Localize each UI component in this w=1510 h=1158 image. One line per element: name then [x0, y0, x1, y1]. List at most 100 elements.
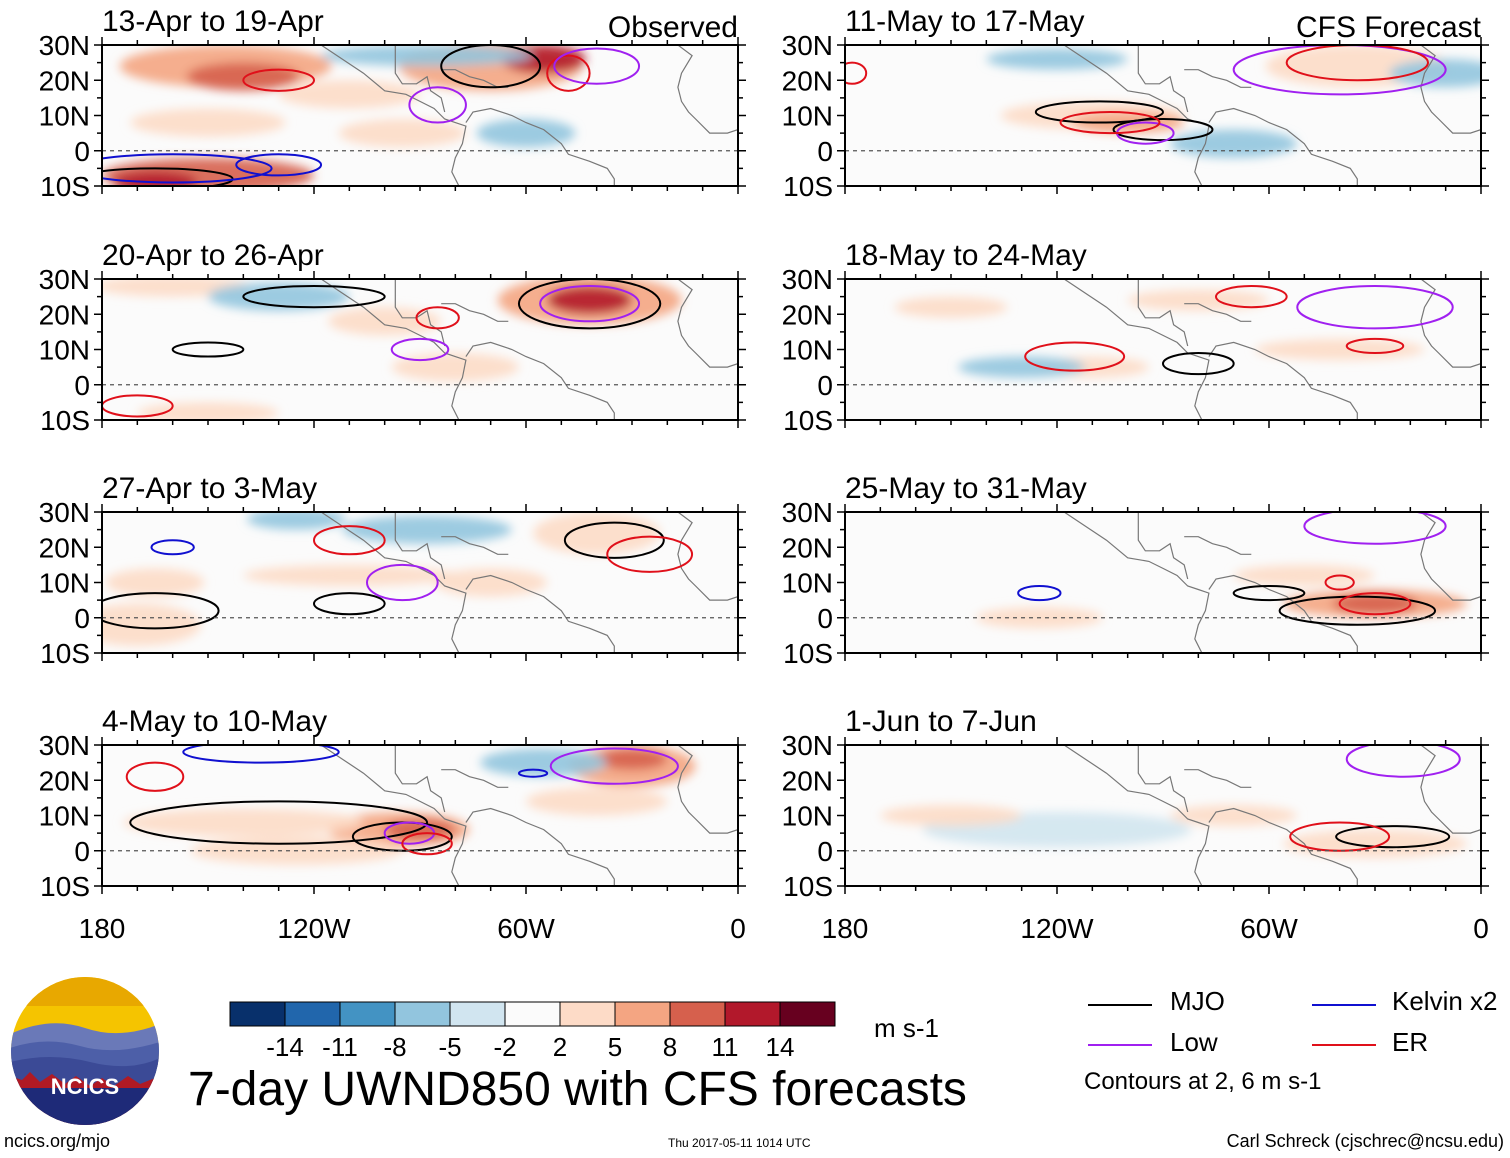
anomaly-shading [338, 119, 466, 148]
y-tick-label: 20N [39, 765, 90, 796]
footer-url: ncics.org/mjo [4, 1131, 111, 1151]
anomaly-shading [246, 512, 346, 530]
y-tick-label: 10S [783, 405, 833, 436]
coastline [1208, 341, 1358, 420]
x-tick-label: 180 [79, 913, 126, 944]
map-panel: 30N 20N 10N 0 10S 1-Jun to 7-Jun 180 120W 60W 0 [782, 705, 1489, 944]
y-tick-label: 10S [783, 638, 833, 669]
y-tick-label: 0 [817, 603, 833, 634]
coastline [465, 341, 615, 420]
coastline [1420, 745, 1481, 834]
coastline [677, 279, 738, 368]
map-panel: 30N 20N 10N 0 10S 11-May to 17-May CFS Forecas… [782, 5, 1489, 202]
anomaly-shading [342, 515, 512, 544]
contour-line [102, 394, 174, 418]
y-tick-label: 10S [40, 871, 90, 902]
anomaly-shading [278, 80, 420, 109]
x-tick-label: 120W [1020, 913, 1094, 944]
x-tick-label: 120W [277, 913, 351, 944]
colorbar-level-label: 14 [766, 1032, 795, 1062]
y-tick-label: 20N [39, 65, 90, 96]
contour-line [1024, 341, 1126, 372]
coastline [677, 745, 738, 834]
contour-line [242, 68, 315, 92]
y-tick-label: 10S [40, 171, 90, 202]
coastline [441, 303, 509, 322]
panel-title: 18-May to 24-May [845, 239, 1087, 272]
anomaly-shading [208, 282, 350, 311]
legend-label-low: Low [1170, 1027, 1218, 1057]
legend-line-er [1312, 1044, 1376, 1046]
y-tick-label: 20N [39, 299, 90, 330]
logo-text: NCICS [51, 1074, 119, 1099]
anomaly-shading [526, 787, 668, 816]
coastline [1063, 279, 1210, 420]
contour-line [440, 45, 542, 89]
legend-line-mjo [1088, 1004, 1152, 1006]
colorbar: -14 -11 -8 -5 -2 2 5 8 11 14 [229, 1001, 836, 1062]
contour-line [150, 539, 195, 556]
coastline [1420, 512, 1481, 601]
contour-line [129, 800, 429, 845]
contour-line [390, 337, 450, 362]
anomaly-shading [1170, 129, 1298, 158]
colorbar-segment [779, 1001, 836, 1027]
y-tick-label: 20N [782, 299, 833, 330]
anomaly-shading [880, 804, 1022, 827]
legend-label-mjo: MJO [1170, 986, 1225, 1016]
colorbar-level-label: -8 [383, 1032, 406, 1062]
coastline [394, 745, 446, 813]
y-tick-label: 30N [782, 730, 833, 761]
coastline [394, 512, 446, 580]
y-tick-label: 0 [817, 836, 833, 867]
map-panel: 30N 20N 10N 0 10S 4-May to 10-May 180 120W 60W 0 [39, 705, 746, 944]
contour-line [517, 279, 662, 330]
contour-line [182, 745, 340, 764]
ncics-logo: NCICS [11, 977, 159, 1125]
contour-line [546, 54, 591, 92]
x-tick-label: 0 [730, 913, 746, 944]
colorbar-segment [559, 1001, 616, 1027]
legend-line-kelvin [1312, 1004, 1376, 1006]
x-tick-label: 0 [1473, 913, 1489, 944]
coastline [1184, 536, 1252, 555]
contour-line [1215, 285, 1288, 309]
x-tick-label: 180 [822, 913, 869, 944]
anomaly-shading [533, 512, 661, 555]
y-tick-label: 10N [39, 101, 90, 132]
contour-line [606, 535, 694, 573]
coastline [1208, 574, 1358, 653]
chart-title: 7-day UWND850 with CFS forecasts [188, 1063, 967, 1116]
contour-line [401, 832, 453, 856]
coastline [677, 45, 738, 134]
contour-line [1303, 512, 1447, 545]
map-panel: 30N 20N 10N 0 10S 13-Apr to 19-Apr Observed [39, 5, 746, 202]
map-panel: 30N 20N 10N 0 10S 18-May to 24-May [782, 239, 1489, 436]
contour-line [1296, 285, 1454, 330]
colorbar-level-label: -11 [322, 1032, 358, 1062]
anomaly-shading [434, 568, 548, 597]
y-tick-label: 10N [782, 801, 833, 832]
contour-line [313, 525, 386, 556]
y-tick-label: 30N [39, 730, 90, 761]
colorbar-level-label: 8 [663, 1032, 677, 1062]
y-tick-label: 0 [74, 136, 90, 167]
y-tick-label: 10N [39, 335, 90, 366]
anomaly-shading [243, 564, 456, 587]
anomaly-shading [123, 808, 364, 837]
y-tick-label: 0 [74, 603, 90, 634]
x-tick-label: 60W [497, 913, 555, 944]
coastline [394, 45, 446, 113]
y-tick-label: 0 [74, 836, 90, 867]
y-tick-label: 10N [782, 568, 833, 599]
panel-title: 25-May to 31-May [845, 472, 1087, 505]
colorbar-level-label: 2 [553, 1032, 567, 1062]
map-panel: 30N 20N 10N 0 10S 25-May to 31-May [782, 472, 1489, 669]
coastline [1137, 45, 1189, 113]
contour-line [102, 592, 220, 630]
panel-title: 4-May to 10-May [102, 705, 327, 738]
panel-background [845, 512, 1481, 653]
coastline [1184, 69, 1252, 88]
